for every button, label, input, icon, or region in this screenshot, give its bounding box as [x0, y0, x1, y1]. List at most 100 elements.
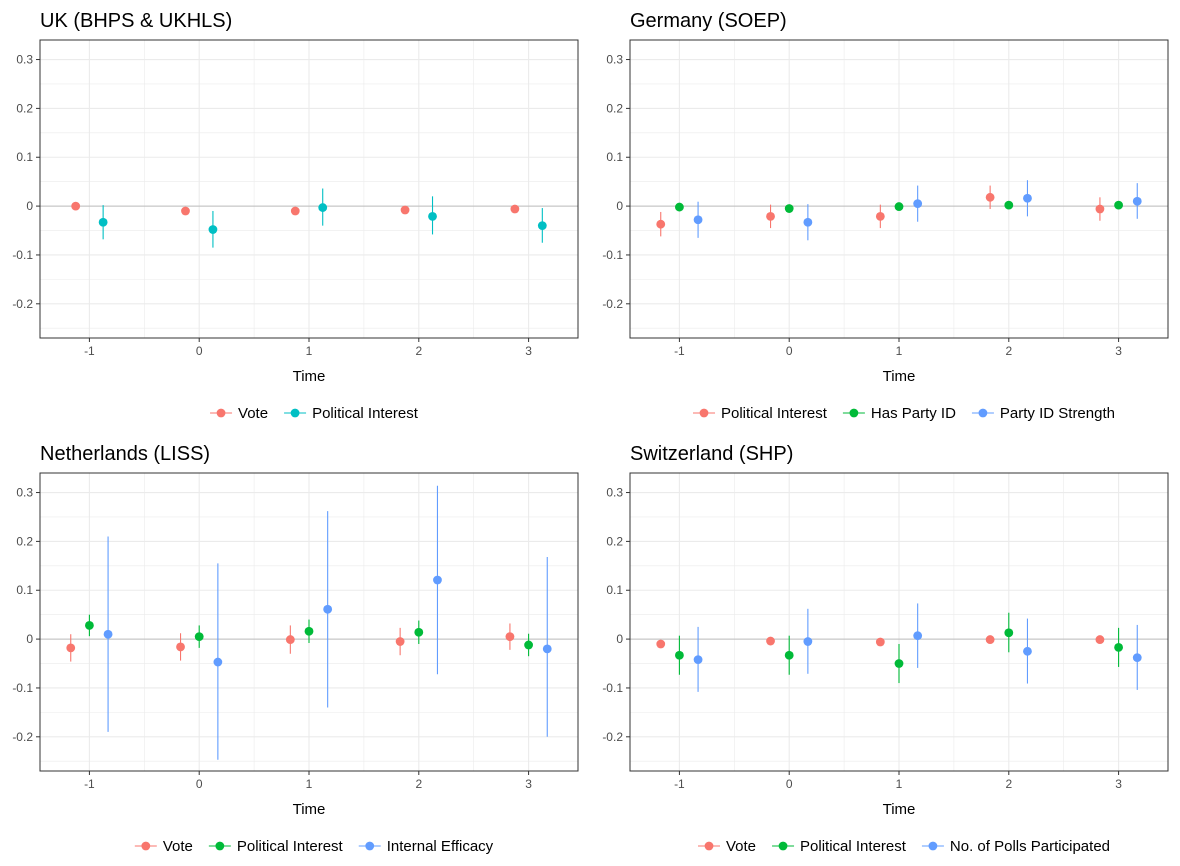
legend: Vote Political Interest Internal Efficacy — [134, 838, 494, 855]
uk-panel: UK (BHPS & UKHLS) -0.2 -0.1 0 0.1 0.2 0.3 -1 0 1 2… — [0, 0, 590, 428]
vote-point — [875, 637, 885, 647]
vote-point — [66, 643, 76, 653]
x-tick-label: 0 — [196, 344, 203, 358]
chart-title: Switzerland (SHP) — [630, 443, 793, 465]
y-tick-label: -0.2 — [602, 297, 623, 311]
political-interest-point — [1114, 643, 1123, 652]
vote-point — [400, 205, 410, 215]
chart-title: UK (BHPS & UKHLS) — [40, 10, 232, 32]
legend: Vote Political Interest No. of Polls Parti… — [698, 838, 1110, 855]
uk-chart: UK (BHPS & UKHLS) -0.2 -0.1 0 0.1 0.2 0.3 -1 0 1 2… — [12, 10, 579, 422]
chart-title: Germany (SOEP) — [630, 10, 787, 32]
political-interest-point — [985, 192, 995, 202]
no-of-polls-participated-point — [1023, 646, 1032, 656]
y-tick-label: 0.1 — [16, 150, 33, 164]
party-id-strength-point — [1023, 193, 1032, 203]
vote-legend-label: Vote — [163, 838, 193, 855]
y-tick-label: 0.1 — [606, 150, 623, 164]
vote-legend-label: Vote — [726, 838, 756, 855]
y-tick-label: -0.1 — [602, 681, 623, 695]
legend: Vote Political Interest — [210, 405, 419, 422]
party-id-strength-point — [803, 217, 813, 227]
x-axis-label: Time — [293, 368, 326, 385]
x-tick-label: 3 — [1115, 344, 1122, 358]
vote-legend-marker — [704, 841, 714, 851]
vote-point — [285, 635, 295, 644]
vote-point — [510, 204, 520, 214]
vote-point — [395, 637, 405, 646]
political-interest-point — [318, 203, 328, 212]
netherlands-chart: Netherlands (LISS) -0.2 -0.1 0 0.1 0.2 0.3 -1 0 1… — [12, 443, 579, 855]
y-tick-label: 0.2 — [16, 534, 33, 548]
germany-panel: Germany (SOEP) -0.2 -0.1 0 0.1 0.2 0.3 -1 0 1 2 3 Ti… — [590, 0, 1180, 428]
y-tick-label: -0.1 — [12, 248, 33, 262]
no-of-polls-participated-point — [1132, 653, 1142, 663]
y-tick-label: 0.1 — [16, 583, 33, 597]
political-interest-point — [85, 621, 94, 630]
political-interest-legend-marker — [215, 841, 225, 851]
no-of-polls-participated-legend-label: No. of Polls Participated — [950, 838, 1110, 855]
party-id-strength-point — [913, 199, 923, 209]
y-tick-label: -0.2 — [12, 297, 33, 311]
vote-point — [181, 206, 190, 216]
y-tick-label: -0.1 — [602, 248, 623, 262]
party-id-strength-legend-marker — [978, 408, 988, 418]
y-tick-label: 0.2 — [16, 101, 33, 115]
party-id-strength-point — [1132, 196, 1142, 206]
political-interest-legend-label: Political Interest — [800, 838, 907, 855]
y-tick-label: 0.1 — [606, 583, 623, 597]
political-interest-point — [656, 219, 666, 229]
x-tick-label: 1 — [896, 344, 903, 358]
no-of-polls-participated-point — [803, 637, 813, 646]
vote-point — [176, 642, 185, 652]
y-tick-label: 0.3 — [606, 486, 623, 500]
internal-efficacy-point — [213, 657, 223, 667]
political-interest-point — [194, 632, 204, 642]
political-interest-point — [537, 221, 547, 231]
x-tick-label: 0 — [786, 344, 793, 358]
y-tick-label: 0.2 — [606, 534, 623, 548]
internal-efficacy-point — [542, 644, 552, 654]
y-tick-label: 0 — [616, 199, 623, 213]
germany-chart: Germany (SOEP) -0.2 -0.1 0 0.1 0.2 0.3 -1 0 1 2 3 Ti… — [602, 10, 1169, 422]
chart-title: Netherlands (LISS) — [40, 443, 210, 465]
internal-efficacy-point — [103, 629, 113, 639]
has-party-id-point — [675, 202, 684, 212]
political-interest-legend-marker — [778, 841, 788, 851]
vote-point — [505, 632, 515, 642]
switzerland-panel: Switzerland (SHP) -0.2 -0.1 0 0.1 0.2 0.3 -1 0 1 2… — [590, 433, 1180, 861]
has-party-id-legend-label: Has Party ID — [871, 405, 956, 422]
x-tick-label: 2 — [415, 344, 422, 358]
x-tick-label: 2 — [415, 777, 422, 791]
political-interest-legend-label: Political Interest — [312, 405, 419, 422]
vote-point — [71, 201, 81, 211]
x-tick-label: 2 — [1005, 344, 1012, 358]
political-interest-point — [414, 627, 424, 637]
y-tick-label: 0 — [26, 632, 33, 646]
political-interest-legend-label: Political Interest — [721, 405, 828, 422]
y-tick-label: 0.2 — [606, 101, 623, 115]
y-tick-label: -0.1 — [12, 681, 33, 695]
vote-point — [766, 636, 775, 646]
vote-legend-marker — [141, 841, 151, 851]
x-tick-label: -1 — [84, 777, 95, 791]
no-of-polls-participated-legend-marker — [928, 841, 938, 851]
internal-efficacy-point — [323, 604, 333, 614]
political-interest-point — [98, 217, 108, 227]
y-tick-label: 0 — [616, 632, 623, 646]
political-interest-legend-label: Political Interest — [237, 838, 344, 855]
y-tick-label: 0.3 — [606, 53, 623, 67]
political-interest-point — [894, 659, 904, 668]
x-axis-label: Time — [883, 801, 916, 818]
has-party-id-legend-marker — [849, 408, 859, 418]
party-id-strength-legend-label: Party ID Strength — [1000, 405, 1115, 422]
internal-efficacy-legend-label: Internal Efficacy — [387, 838, 494, 855]
no-of-polls-participated-point — [693, 655, 703, 665]
no-of-polls-participated-point — [913, 631, 923, 641]
political-interest-point — [304, 626, 314, 636]
political-interest-point — [1095, 204, 1105, 214]
has-party-id-point — [1004, 200, 1014, 210]
x-tick-label: 3 — [1115, 777, 1122, 791]
political-interest-point — [875, 211, 885, 221]
x-tick-label: 0 — [196, 777, 203, 791]
